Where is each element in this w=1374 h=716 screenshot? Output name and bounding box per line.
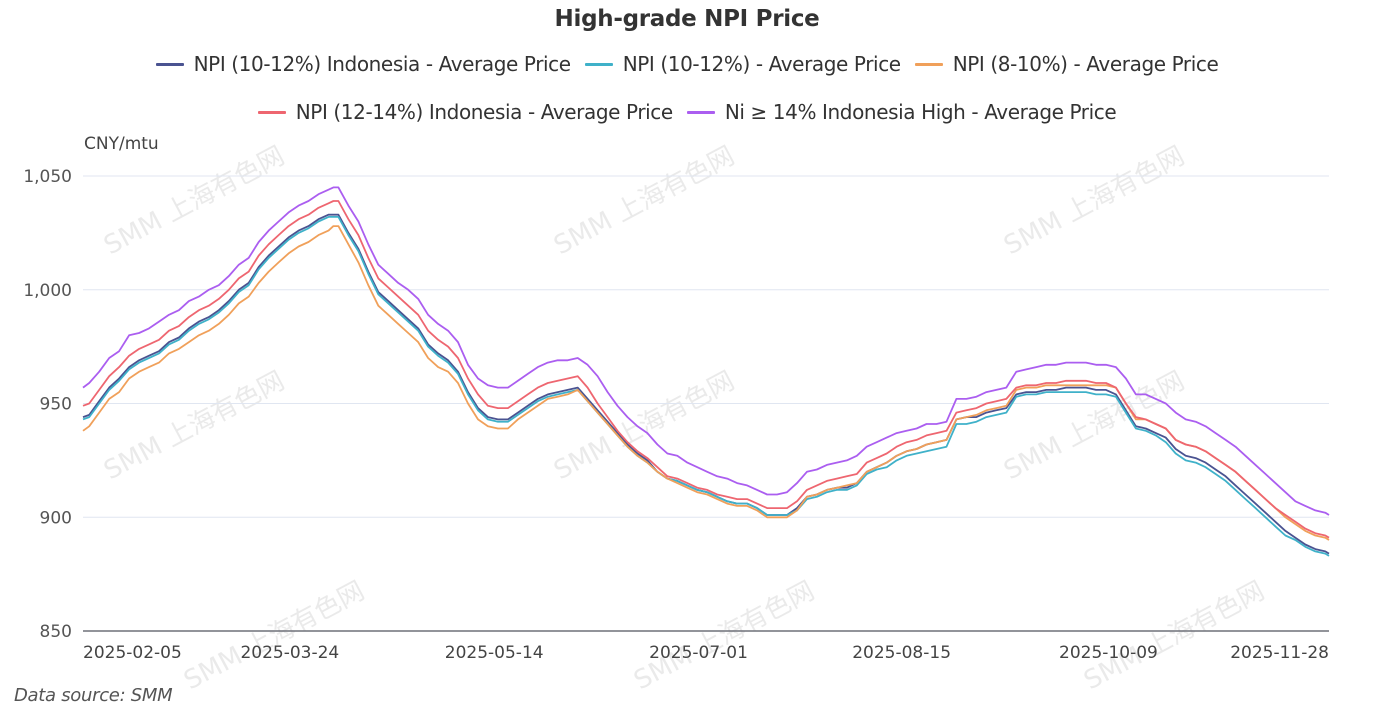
y-tick-label: 850 [40,622,72,642]
watermark-text: SMM 上海有色网 [1079,576,1269,696]
legend-row-1: NPI (10-12%) Indonesia - Average Price N… [0,52,1374,76]
series-lines [82,186,1330,557]
legend-swatch-icon [155,62,184,66]
y-tick-label: 950 [40,395,72,415]
legend-label: NPI (10-12%) Indonesia - Average Price [193,52,571,76]
legend-swatch-icon [257,110,286,114]
y-axis-unit-label: CNY/mtu [84,134,159,154]
legend-swatch-icon [914,62,943,66]
watermark-text: SMM 上海有色网 [99,141,289,261]
legend-item-npi-12-14-indonesia[interactable]: NPI (12-14%) Indonesia - Average Price [257,100,673,124]
x-tick-label: 2025-05-14 [445,643,544,663]
x-tick-label: 2025-07-01 [649,643,748,663]
y-tick-label: 1,000 [23,281,72,301]
watermark-text: SMM 上海有色网 [999,141,1189,261]
legend-item-ni-14-indonesia-high[interactable]: Ni ≥ 14% Indonesia High - Average Price [686,100,1117,124]
x-tick-label: 2025-10-09 [1059,643,1158,663]
legend-label: NPI (12-14%) Indonesia - Average Price [295,100,673,124]
series-line-1 [82,215,1330,557]
y-tick-label: 900 [40,508,72,528]
watermark-text: SMM 上海有色网 [549,366,739,486]
y-tick-label: 1,050 [23,167,72,187]
watermark-text: SMM 上海有色网 [99,366,289,486]
data-source-label: Data source: SMM [14,685,173,706]
watermark-text: SMM 上海有色网 [179,576,369,696]
legend-row-2: NPI (12-14%) Indonesia - Average Price N… [0,100,1374,124]
x-tick-label: 2025-03-24 [240,643,339,663]
series-line-4 [82,186,1330,516]
chart-title: High-grade NPI Price [554,6,820,32]
legend-item-npi-8-10[interactable]: NPI (8-10%) - Average Price [914,52,1219,76]
x-tick-label: 2025-02-05 [83,643,182,663]
legend-item-npi-10-12[interactable]: NPI (10-12%) - Average Price [584,52,901,76]
watermark-text: SMM 上海有色网 [629,576,819,696]
y-axis: 850 900 950 1,000 1,050 [23,167,72,642]
series-line-3 [82,200,1330,539]
legend-item-npi-10-12-indonesia[interactable]: NPI (10-12%) Indonesia - Average Price [155,52,571,76]
legend-swatch-icon [686,110,715,114]
legend-label: Ni ≥ 14% Indonesia High - Average Price [724,100,1117,124]
watermark-text: SMM 上海有色网 [549,141,739,261]
legend-swatch-icon [584,62,613,66]
x-tick-label: 2025-11-28 [1230,643,1329,663]
grid-lines [83,175,1329,518]
legend-label: NPI (10-12%) - Average Price [622,52,901,76]
x-axis: 2025-02-05 2025-03-24 2025-05-14 2025-07-01… [83,630,1329,663]
legend-label: NPI (8-10%) - Average Price [952,52,1219,76]
x-tick-label: 2025-08-15 [852,643,951,663]
